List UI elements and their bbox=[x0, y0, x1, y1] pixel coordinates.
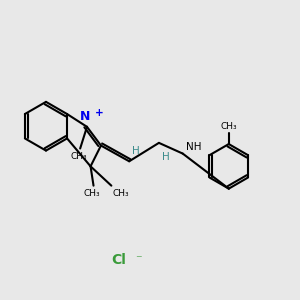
Text: CH₃: CH₃ bbox=[84, 189, 100, 198]
Text: +: + bbox=[95, 109, 104, 118]
Text: Cl: Cl bbox=[111, 253, 126, 267]
Text: CH₃: CH₃ bbox=[220, 122, 237, 131]
Text: N: N bbox=[80, 110, 91, 123]
Text: NH: NH bbox=[186, 142, 202, 152]
Text: ⁻: ⁻ bbox=[135, 254, 142, 266]
Text: CH₃: CH₃ bbox=[70, 152, 87, 161]
Text: H: H bbox=[162, 152, 169, 162]
Text: CH₃: CH₃ bbox=[113, 189, 130, 198]
Text: H: H bbox=[132, 146, 140, 156]
